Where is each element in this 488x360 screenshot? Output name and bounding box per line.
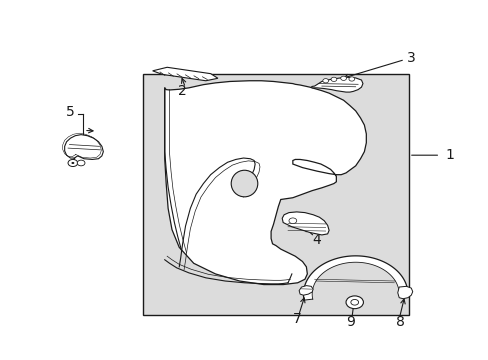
Polygon shape <box>164 81 366 284</box>
Text: 4: 4 <box>312 233 321 247</box>
Circle shape <box>322 78 328 83</box>
Text: 2: 2 <box>178 84 186 98</box>
Text: 9: 9 <box>346 315 355 329</box>
Circle shape <box>288 218 296 224</box>
Polygon shape <box>303 256 407 300</box>
Polygon shape <box>282 212 328 235</box>
Polygon shape <box>299 285 312 295</box>
FancyBboxPatch shape <box>142 74 408 315</box>
Circle shape <box>77 160 85 166</box>
Polygon shape <box>310 77 362 92</box>
Text: 3: 3 <box>406 51 415 65</box>
Polygon shape <box>397 286 412 299</box>
Polygon shape <box>64 135 103 159</box>
Circle shape <box>348 77 354 81</box>
Circle shape <box>71 162 74 164</box>
Circle shape <box>340 76 346 80</box>
Circle shape <box>350 300 358 305</box>
Circle shape <box>330 77 336 81</box>
Circle shape <box>68 159 78 167</box>
Text: 7: 7 <box>293 312 302 326</box>
Text: 6: 6 <box>66 141 75 155</box>
Polygon shape <box>152 67 218 81</box>
Circle shape <box>346 296 363 309</box>
Text: 8: 8 <box>395 315 404 329</box>
Ellipse shape <box>231 170 257 197</box>
Text: 5: 5 <box>66 105 75 119</box>
Text: 1: 1 <box>445 148 453 162</box>
